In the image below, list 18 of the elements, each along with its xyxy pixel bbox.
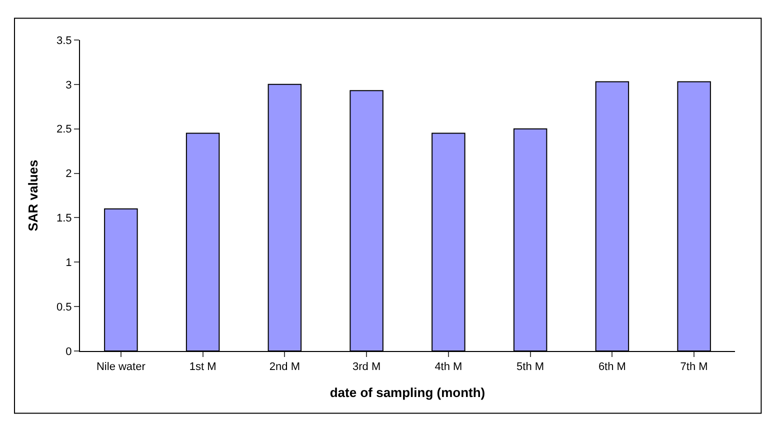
x-tick-label: 4th M [434, 361, 462, 374]
x-tick-label: Nile water [96, 361, 146, 374]
x-axis-title: date of sampling (month) [330, 384, 486, 400]
x-tick-label: 1st M [189, 361, 216, 374]
x-tick-label: 6th M [598, 361, 626, 374]
y-tick-label: 3.5 [56, 34, 72, 47]
y-tick-label: 0.5 [56, 301, 72, 314]
y-tick-label: 2 [66, 168, 72, 180]
y-tick-label: 0 [66, 346, 72, 358]
y-tick-label: 3 [66, 79, 72, 92]
x-tick-label: 2nd M [269, 361, 300, 374]
y-axis-title: SAR values [25, 160, 40, 232]
x-tick-label: 3rd M [352, 361, 381, 374]
y-tick-label: 1 [66, 256, 72, 269]
x-tick-label: 5th M [516, 361, 544, 374]
y-tick-label: 1.5 [56, 212, 72, 225]
x-tick-label: 7th M [680, 361, 708, 374]
y-tick-label: 2.5 [56, 124, 72, 136]
